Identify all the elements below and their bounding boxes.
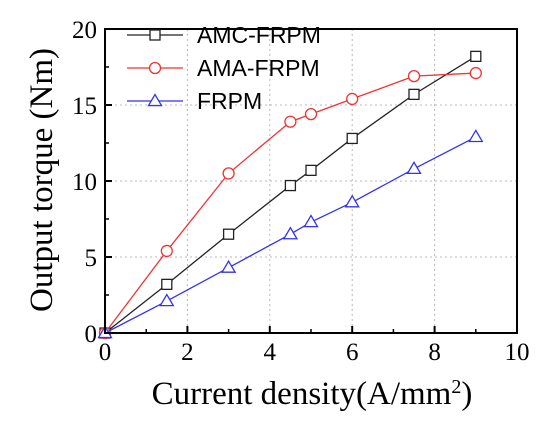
data-point-triangle (468, 129, 484, 143)
data-point-circle (469, 66, 482, 80)
legend-marker (147, 93, 163, 107)
grid-lines (105, 29, 517, 333)
data-point-triangle (220, 259, 237, 273)
y-axis-title: Output torque (Nm) (24, 48, 60, 312)
y-tick-label: 20 (72, 17, 97, 44)
data-point-circle (304, 107, 318, 121)
legend-label: AMC-FRPM (197, 22, 321, 48)
data-point-circle (346, 92, 359, 106)
data-point-triangle (406, 161, 422, 175)
series-layer (97, 50, 484, 340)
data-point-circle (284, 115, 297, 128)
x-tick-label: 0 (99, 339, 112, 366)
data-point-square (161, 278, 173, 291)
data-point-circle (407, 69, 421, 83)
legend-label: AMA-FRPM (197, 55, 320, 81)
axis-ticks: 0 2 4 6 8 10 0 5 10 15 20 (72, 17, 530, 366)
series-line (104, 136, 477, 334)
x-tick-label: 2 (181, 339, 194, 366)
data-point-square (470, 50, 482, 63)
series-frpm (97, 129, 484, 339)
data-point-triangle (303, 214, 319, 228)
data-point-square (346, 132, 358, 145)
legend-marker (149, 29, 161, 41)
legend-item: AMA-FRPM (127, 55, 320, 81)
y-tick-label: 0 (85, 321, 98, 348)
y-tick-label: 5 (85, 245, 98, 272)
data-point-square (284, 179, 297, 192)
series-ama-frpm (98, 66, 482, 340)
legend-item: FRPM (127, 88, 262, 114)
data-point-square (305, 164, 317, 177)
data-point-circle (160, 244, 173, 258)
data-point-circle (222, 167, 235, 180)
data-point-triangle (159, 293, 175, 307)
data-point-triangle (344, 194, 360, 208)
series-line (104, 55, 477, 334)
data-point-square (408, 88, 420, 101)
x-tick-label: 10 (505, 339, 530, 366)
y-tick-label: 10 (72, 169, 97, 196)
legend-item: AMC-FRPM (127, 22, 321, 48)
x-tick-label: 8 (428, 339, 441, 366)
x-axis-title: Current density(A/mm2) (152, 376, 473, 412)
y-tick-label: 15 (72, 93, 97, 120)
legend: AMC-FRPM AMA-FRPM FRPM (127, 22, 321, 114)
series-amc-frpm (99, 50, 482, 339)
data-point-square (222, 228, 235, 240)
x-tick-label: 6 (346, 339, 359, 366)
legend-label: FRPM (197, 88, 262, 114)
data-point-triangle (282, 226, 299, 240)
series-line (104, 72, 476, 334)
legend-marker (148, 61, 162, 75)
x-tick-label: 4 (264, 339, 277, 366)
